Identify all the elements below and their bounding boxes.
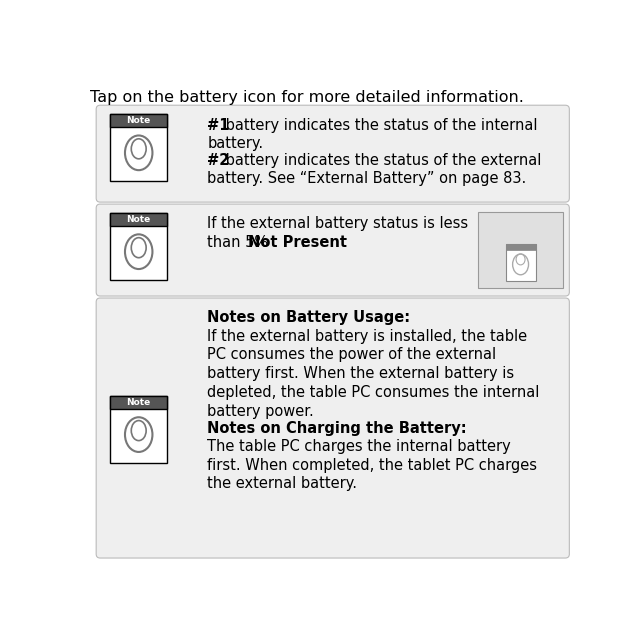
Text: Not Present: Not Present [248, 235, 347, 250]
Text: depleted, the table PC consumes the internal: depleted, the table PC consumes the inte… [207, 385, 539, 400]
FancyBboxPatch shape [110, 114, 168, 128]
Text: than 5%: than 5% [207, 235, 273, 250]
FancyBboxPatch shape [110, 396, 168, 463]
Text: Note: Note [126, 398, 151, 407]
Text: Note: Note [126, 116, 151, 125]
Text: Notes on Charging the Battery:: Notes on Charging the Battery: [207, 421, 467, 436]
Text: battery first. When the external battery is: battery first. When the external battery… [207, 366, 514, 381]
Text: PC consumes the power of the external: PC consumes the power of the external [207, 347, 496, 363]
Text: #2: #2 [207, 153, 229, 168]
FancyBboxPatch shape [110, 213, 168, 280]
Text: If the external battery is installed, the table: If the external battery is installed, th… [207, 329, 527, 343]
Text: battery indicates the status of the internal: battery indicates the status of the inte… [221, 117, 537, 133]
Text: Not Present: Not Present [496, 275, 545, 284]
Text: Tap on the battery icon for more detailed information.: Tap on the battery icon for more detaile… [90, 91, 524, 105]
Text: battery indicates the status of the external: battery indicates the status of the exte… [221, 153, 541, 168]
FancyBboxPatch shape [506, 243, 535, 281]
Text: the external battery.: the external battery. [207, 476, 357, 492]
FancyBboxPatch shape [96, 298, 569, 558]
Text: #2: #2 [513, 216, 528, 225]
FancyBboxPatch shape [110, 213, 168, 227]
FancyBboxPatch shape [506, 243, 535, 250]
Text: If the external battery status is less: If the external battery status is less [207, 216, 468, 232]
FancyBboxPatch shape [110, 114, 168, 181]
Text: The table PC charges the internal battery: The table PC charges the internal batter… [207, 439, 511, 454]
FancyBboxPatch shape [478, 211, 563, 288]
Text: first. When completed, the tablet PC charges: first. When completed, the tablet PC cha… [207, 458, 537, 473]
FancyBboxPatch shape [96, 204, 569, 296]
FancyBboxPatch shape [96, 105, 569, 202]
Text: battery power.: battery power. [207, 404, 314, 419]
Text: #1: #1 [207, 117, 230, 133]
Text: battery. See “External Battery” on page 83.: battery. See “External Battery” on page … [207, 171, 526, 186]
Text: Note: Note [126, 215, 151, 224]
Text: .: . [300, 235, 305, 250]
FancyBboxPatch shape [110, 396, 168, 409]
Text: Notes on Battery Usage:: Notes on Battery Usage: [207, 310, 410, 325]
Text: battery.: battery. [207, 136, 263, 152]
